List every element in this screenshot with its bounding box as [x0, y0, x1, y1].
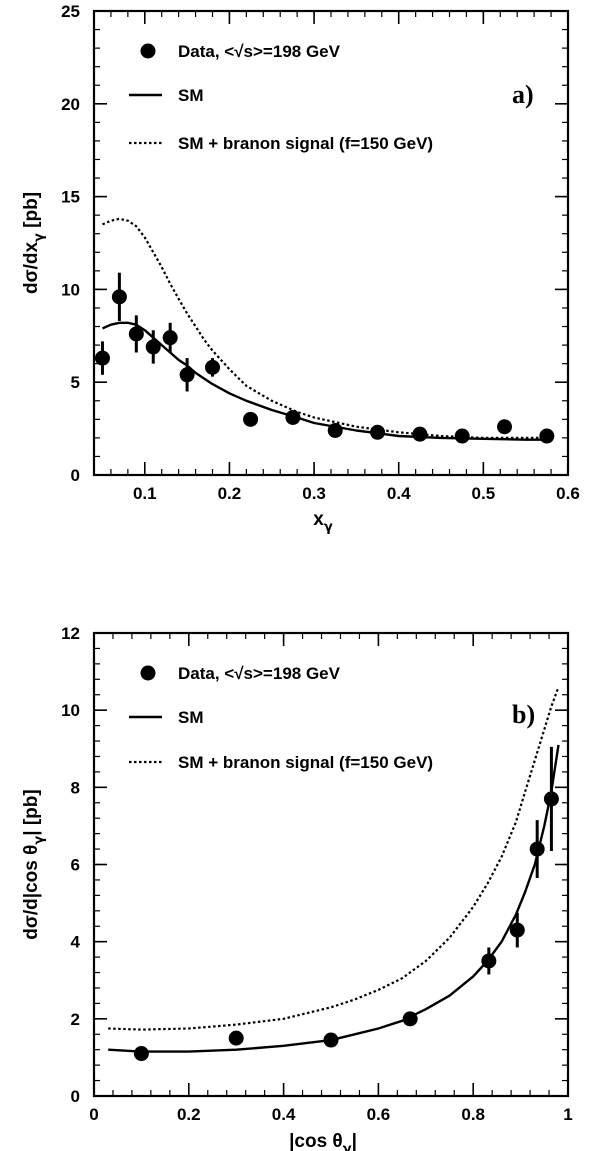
chart-1-data-point — [133, 1046, 149, 1062]
chart-0-data-point — [539, 428, 555, 444]
chart-1-data-point — [529, 841, 545, 857]
chart-0-x-axis-label-main: x — [313, 509, 324, 530]
chart-0-y-axis-label: dσ/dxγ [pb] — [21, 192, 47, 294]
chart-0-y-axis-label-main: dσ/dx — [21, 242, 42, 294]
chart-0-panel-label: a) — [512, 80, 534, 109]
chart-1-branon-curve — [108, 686, 560, 1031]
chart-0-data-point — [497, 419, 513, 435]
chart-1-x-tick-label: 0.8 — [461, 1105, 485, 1124]
chart-1-y-tick-label: 4 — [71, 933, 81, 952]
chart-1-y-tick-label: 0 — [71, 1087, 80, 1106]
chart-1-y-tick-label: 12 — [61, 624, 80, 643]
chart-0-data-point — [94, 350, 110, 366]
chart-0-x-tick-label: 0.1 — [133, 484, 157, 503]
chart-0-legend-data-marker — [140, 43, 156, 59]
chart-0-data-point — [179, 367, 195, 383]
chart-1-x-tick-label: 0.6 — [367, 1105, 391, 1124]
chart-0-y-tick-label: 25 — [61, 2, 80, 21]
chart-0-data-point — [243, 411, 259, 427]
chart-1-x-axis-label-sub: γ — [343, 1142, 352, 1151]
chart-0-data-point — [111, 289, 127, 305]
panel-a-chart: 0 5 10 15 20 25 0.1 0.2 0.3 0.4 0.5 0.6 Data, <√s>=1… — [21, 2, 580, 535]
chart-0-branon-curve — [102, 217, 547, 439]
chart-0-y-axis-label-unit: [pb] — [21, 192, 42, 233]
chart-1-y-axis-label: dσ/d|cos θγ| [pb] — [21, 789, 47, 939]
chart-0-sm-curve — [102, 321, 547, 441]
chart-1-legend-entry: Data, <√s>=198 GeV — [178, 664, 341, 683]
chart-0-y-tick-label: 0 — [71, 466, 80, 485]
chart-1-x-tick-label: 0.2 — [177, 1105, 201, 1124]
chart-0-y-tick-label: 5 — [71, 373, 80, 392]
chart-0-y-axis-label-sub: γ — [32, 233, 47, 242]
chart-0-plot-frame — [92, 9, 570, 477]
chart-0-y-tick-label: 10 — [61, 280, 80, 299]
chart-1-legend-entry: SM — [178, 708, 204, 727]
chart-0-legend-entry: SM — [178, 86, 204, 105]
chart-1-y-axis-label-unit: | [pb] — [21, 789, 42, 835]
chart-1-y-axis-label-sub: γ — [32, 836, 47, 845]
chart-1-x-tick-label: 0.4 — [272, 1105, 296, 1124]
chart-0-x-tick-label: 0.3 — [302, 484, 326, 503]
chart-1-x-tick-label: 1 — [563, 1105, 572, 1124]
chart-0-x-tick-label: 0.4 — [387, 484, 411, 503]
chart-0-y-tick-label: 15 — [61, 188, 80, 207]
chart-0-x-tick-label: 0.5 — [472, 484, 496, 503]
chart-1-x-axis-label-tail: | — [352, 1131, 357, 1151]
chart-1-data-point — [228, 1030, 244, 1046]
chart-0-data-point — [412, 426, 428, 442]
chart-0-x-tick-label: 0.2 — [218, 484, 242, 503]
chart-1-panel-label: b) — [512, 700, 535, 729]
chart-0-x-axis-label-sub: γ — [324, 520, 333, 535]
chart-1-x-axis-label-main: |cos θ — [289, 1131, 343, 1151]
chart-0-y-tick-label: 20 — [61, 95, 80, 114]
chart-1-x-axis-label: |cos θγ| — [289, 1131, 357, 1151]
chart-1-y-tick-label: 10 — [61, 701, 80, 720]
chart-0-data-point — [128, 326, 144, 342]
chart-1-sm-curve — [108, 744, 560, 1053]
chart-1-y-tick-label: 6 — [71, 856, 80, 875]
chart-0-legend: Data, <√s>=198 GeV SM SM + branon signal (… — [129, 42, 433, 153]
panel-b-chart: 0 2 4 6 8 10 12 0 0.2 0.4 0.6 0.8 1 Data, <√s>=198 Ge… — [21, 624, 573, 1151]
chart-1-x-tick-label: 0 — [89, 1105, 98, 1124]
chart-1-y-axis-label-main: dσ/d|cos θ — [21, 845, 42, 940]
chart-0-x-axis-label: xγ — [313, 509, 333, 535]
chart-0-legend-entry: SM + branon signal (f=150 GeV) — [178, 134, 433, 153]
chart-1-legend-entry: SM + branon signal (f=150 GeV) — [178, 753, 433, 772]
chart-0-data-point — [162, 330, 178, 346]
chart-1-legend: Data, <√s>=198 GeV SM SM + branon signal (… — [129, 664, 433, 772]
chart-0-x-tick-label: 0.6 — [556, 484, 580, 503]
chart-0-legend-entry: Data, <√s>=198 GeV — [178, 42, 341, 61]
chart-1-data-point — [509, 922, 525, 938]
chart-0-data-point — [145, 339, 161, 355]
chart-1-legend-data-marker — [140, 665, 156, 681]
chart-0-data-point — [205, 359, 220, 375]
chart-1-y-tick-label: 2 — [71, 1010, 80, 1029]
chart-1-y-tick-label: 8 — [71, 778, 80, 797]
chart-1-data-point — [543, 791, 559, 807]
